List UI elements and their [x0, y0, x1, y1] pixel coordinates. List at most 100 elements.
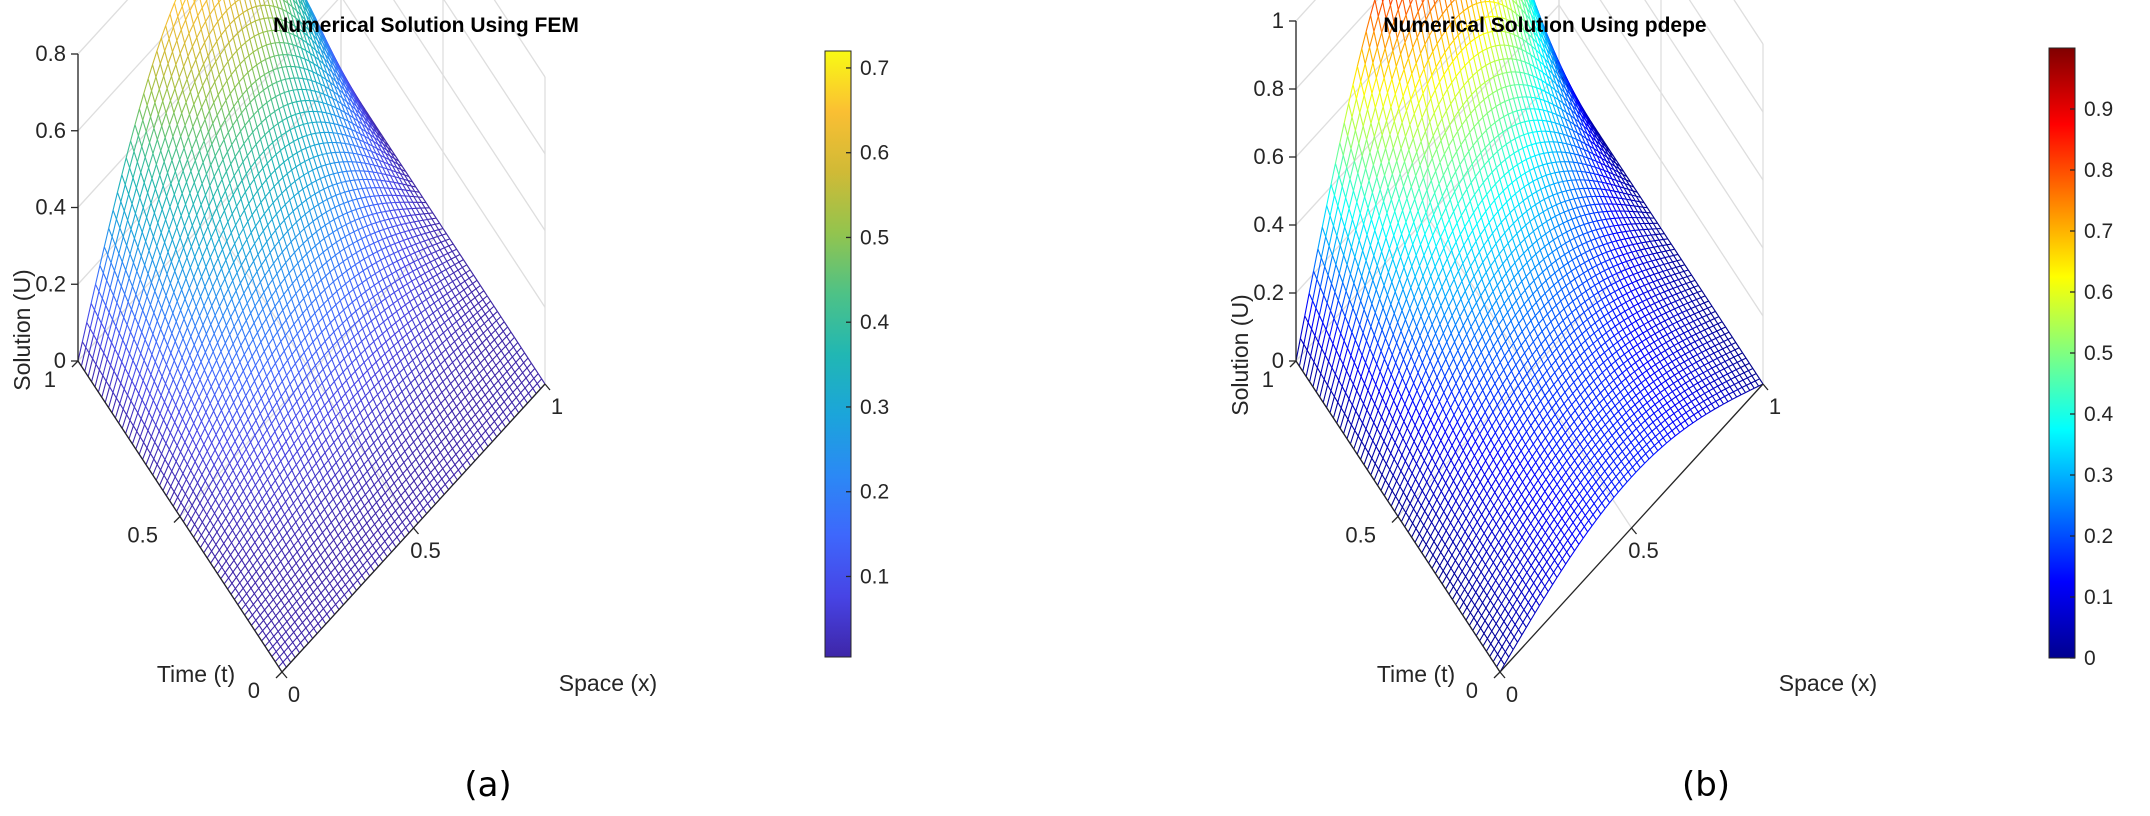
- surface-mesh-line: [301, 9, 306, 21]
- surface-mesh-line: [159, 174, 164, 186]
- surface-mesh-line: [367, 213, 373, 217]
- surface-mesh-line: [359, 261, 364, 271]
- surface-mesh-line: [194, 315, 201, 327]
- surface-mesh-line: [273, 6, 278, 19]
- surface-mesh-line: [310, 415, 317, 422]
- surface-mesh-line: [319, 470, 324, 479]
- surface-mesh-line: [305, 50, 310, 62]
- surface-mesh-line: [241, 239, 248, 248]
- surface-mesh-line: [232, 335, 238, 345]
- surface-mesh-line: [370, 130, 375, 138]
- surface-mesh-line: [201, 0, 208, 9]
- surface-mesh-line: [350, 219, 356, 223]
- surface-mesh-line: [297, 89, 302, 102]
- surface-mesh-line: [395, 171, 400, 179]
- surface-mesh-line: [365, 155, 371, 165]
- surface-mesh-line: [293, 579, 300, 586]
- surface-mesh-line: [292, 556, 297, 564]
- surface-mesh-line: [305, 322, 311, 333]
- surface-mesh-line: [273, 322, 278, 333]
- surface-mesh-line: [168, 438, 175, 450]
- surface-mesh-line: [257, 105, 263, 111]
- surface-mesh-line: [365, 287, 371, 293]
- surface-mesh-line: [331, 241, 337, 246]
- surface-mesh-line: [147, 418, 153, 431]
- surface-mesh-line: [332, 68, 338, 78]
- surface-mesh-line: [269, 593, 274, 601]
- surface-mesh-line: [90, 284, 97, 304]
- surface-mesh-line: [342, 161, 348, 172]
- surface-mesh-line: [310, 303, 316, 314]
- surface-mesh-line: [213, 176, 219, 189]
- surface-mesh-line: [125, 331, 132, 348]
- surface-mesh-line: [306, 303, 312, 309]
- surface-mesh-line: [323, 299, 329, 305]
- surface-mesh-line: [286, 117, 291, 130]
- surface-mesh-line: [217, 448, 224, 458]
- surface-mesh-line: [246, 434, 252, 443]
- surface-mesh-line: [234, 156, 240, 169]
- surface-mesh-line: [81, 322, 88, 342]
- surface-mesh-line: [117, 278, 122, 287]
- surface-mesh-line: [359, 216, 364, 220]
- surface-mesh-line: [212, 538, 217, 545]
- surface-mesh-line: [259, 471, 265, 479]
- surface-mesh-line: [291, 221, 297, 227]
- surface-mesh-line: [284, 79, 290, 92]
- surface-mesh-line: [241, 112, 246, 126]
- surface-mesh-line: [276, 636, 282, 642]
- surface-mesh-line: [120, 184, 126, 202]
- surface-mesh-line: [330, 206, 336, 211]
- surface-mesh-line: [274, 363, 280, 373]
- surface-mesh-line: [300, 160, 306, 165]
- surface-mesh-line: [327, 408, 333, 414]
- surface-mesh-line: [208, 419, 214, 428]
- surface-mesh-line: [181, 346, 187, 358]
- surface-mesh-line: [228, 42, 233, 57]
- surface-mesh-line: [254, 298, 260, 307]
- surface-mesh-line: [220, 342, 226, 352]
- surface-mesh-line: [263, 571, 268, 578]
- surface-mesh-line: [160, 328, 165, 338]
- surface-mesh-line: [349, 179, 355, 182]
- surface-mesh-line: [327, 413, 332, 422]
- surface-mesh-line: [320, 457, 325, 466]
- surface-mesh-line: [358, 315, 364, 321]
- surface-mesh-line: [201, 474, 206, 482]
- surface-mesh-line: [180, 376, 185, 385]
- surface-mesh-line: [174, 422, 179, 430]
- surface-mesh-line: [240, 470, 245, 478]
- surface-mesh-line: [390, 175, 396, 178]
- surface-mesh-line: [128, 278, 133, 287]
- surface-mesh-line: [95, 284, 100, 292]
- surface-mesh-line: [295, 464, 301, 473]
- surface-mesh-line: [265, 44, 271, 58]
- surface-mesh-line: [263, 292, 268, 303]
- surface-mesh-line: [165, 383, 170, 392]
- surface-mesh-line: [123, 210, 129, 221]
- surface-mesh-line: [198, 162, 204, 173]
- surface-mesh-line: [388, 159, 393, 166]
- surface-mesh-line: [136, 270, 141, 280]
- surface-mesh-line: [272, 279, 277, 291]
- surface-mesh-line: [288, 392, 294, 400]
- surface-mesh-line: [284, 329, 291, 336]
- surface-mesh-line: [240, 463, 246, 471]
- surface-mesh-line: [256, 64, 261, 78]
- surface-mesh-line: [230, 156, 236, 165]
- surface-mesh-line: [309, 259, 315, 265]
- surface-mesh-line: [247, 285, 253, 297]
- surface-mesh-line: [261, 106, 267, 119]
- surface-mesh-line: [159, 401, 166, 414]
- surface-mesh-line: [214, 556, 219, 563]
- surface-mesh-line: [255, 471, 261, 479]
- surface-mesh-line: [325, 434, 331, 441]
- surface-mesh-line: [391, 233, 396, 237]
- surface-mesh-line: [329, 434, 335, 443]
- surface-mesh-line: [335, 349, 342, 356]
- surface-mesh-line: [192, 126, 197, 139]
- surface-mesh-line: [264, 5, 269, 19]
- surface-mesh-line: [183, 373, 190, 385]
- surface-mesh-line: [275, 646, 281, 652]
- surface-mesh-line: [137, 324, 143, 333]
